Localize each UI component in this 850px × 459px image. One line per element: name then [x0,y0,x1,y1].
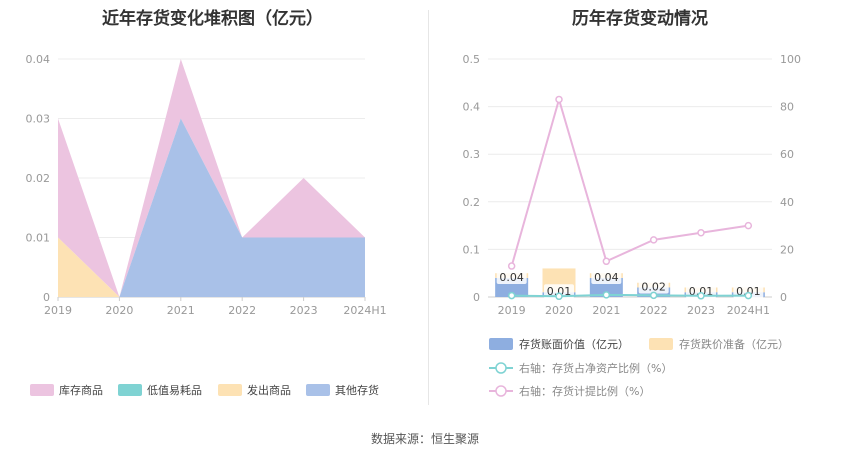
legend-label: 库存商品 [59,383,103,397]
legend-swatch [218,384,242,396]
y2-tick-label: 100 [780,53,801,66]
x-tick-label: 2021 [592,304,620,317]
legend-swatch [118,384,142,396]
bar-data-label: 0.01 [547,285,572,298]
panel-divider [428,10,429,405]
x-tick-label: 2023 [687,304,715,317]
y2-tick-label: 20 [780,243,794,256]
y-tick-label: 0.4 [463,101,481,114]
bar-label-bg [544,284,574,299]
line-provision-ratio [510,95,749,267]
area-发出商品 [58,118,365,297]
x-tick-label: 2020 [105,304,133,317]
line-ratio-net-assets [511,293,749,298]
line-point [555,292,563,301]
bar-label-bg [638,279,669,294]
y-tick-label: 0.03 [26,113,51,126]
y-tick-label: 0.04 [26,53,51,66]
line-point [649,236,658,244]
line-point [507,262,516,270]
right-chart-title: 历年存货变动情况 [572,9,708,29]
x-tick-label: 2023 [290,304,318,317]
line-point [697,292,705,300]
y2-tick-label: 80 [780,101,794,114]
area-其他存货 [58,118,365,297]
legend-label: 右轴：存货计提比例（%） [519,384,650,398]
line-point [507,291,516,300]
line-point [555,95,563,104]
line-point [602,291,611,299]
x-tick-label: 2019 [44,304,72,317]
x-tick-label: 2021 [167,304,195,317]
x-tick-label: 2024H1 [343,304,386,317]
bar-label-bg [591,269,622,284]
bar-data-label: 0.04 [499,271,524,284]
line-point [602,257,611,266]
legend-label: 低值易耗品 [147,384,202,397]
line-point [744,291,753,300]
y2-tick-label: 60 [780,148,794,161]
y-tick-label: 0.01 [26,232,51,245]
x-tick-label: 2024H1 [727,304,770,317]
legend-marker [495,362,507,374]
bar-data-label: 0.02 [641,280,666,293]
y-tick-label: 0.02 [26,172,51,185]
y-tick-label: 0.1 [463,243,481,256]
legend-swatch [30,384,54,396]
legend-swatch [489,338,513,350]
line-point [744,221,753,230]
y2-tick-label: 0 [780,291,787,304]
y-tick-label: 0.2 [463,196,481,209]
y-tick-label: 0 [43,291,50,304]
legend-label: 发出商品 [247,383,291,397]
line-point [649,291,658,300]
x-tick-label: 2020 [545,304,573,317]
legend-swatch [649,338,673,350]
x-tick-label: 2022 [640,304,668,317]
data-source-note: 数据来源：恒生聚源 [370,432,479,446]
legend-label: 存货账面价值（亿元） [519,337,629,351]
y-tick-label: 0 [473,291,480,304]
x-tick-label: 2022 [228,304,256,317]
y-tick-label: 0.3 [463,148,481,161]
bar-data-label: 0.04 [594,271,619,284]
left-chart-title: 近年存货变化堆积图（亿元） [102,9,323,29]
legend-swatch [306,384,330,396]
legend-label: 存货跌价准备（亿元） [679,337,789,351]
legend-label: 其他存货 [335,383,379,397]
x-tick-label: 2019 [498,304,526,317]
y2-tick-label: 40 [780,196,794,209]
bar-label-bg [496,269,527,284]
legend-marker [495,385,507,397]
y-tick-label: 0.5 [463,53,481,66]
line-point [697,228,705,237]
legend-label: 右轴：存货占净资产比例（%） [519,361,672,375]
